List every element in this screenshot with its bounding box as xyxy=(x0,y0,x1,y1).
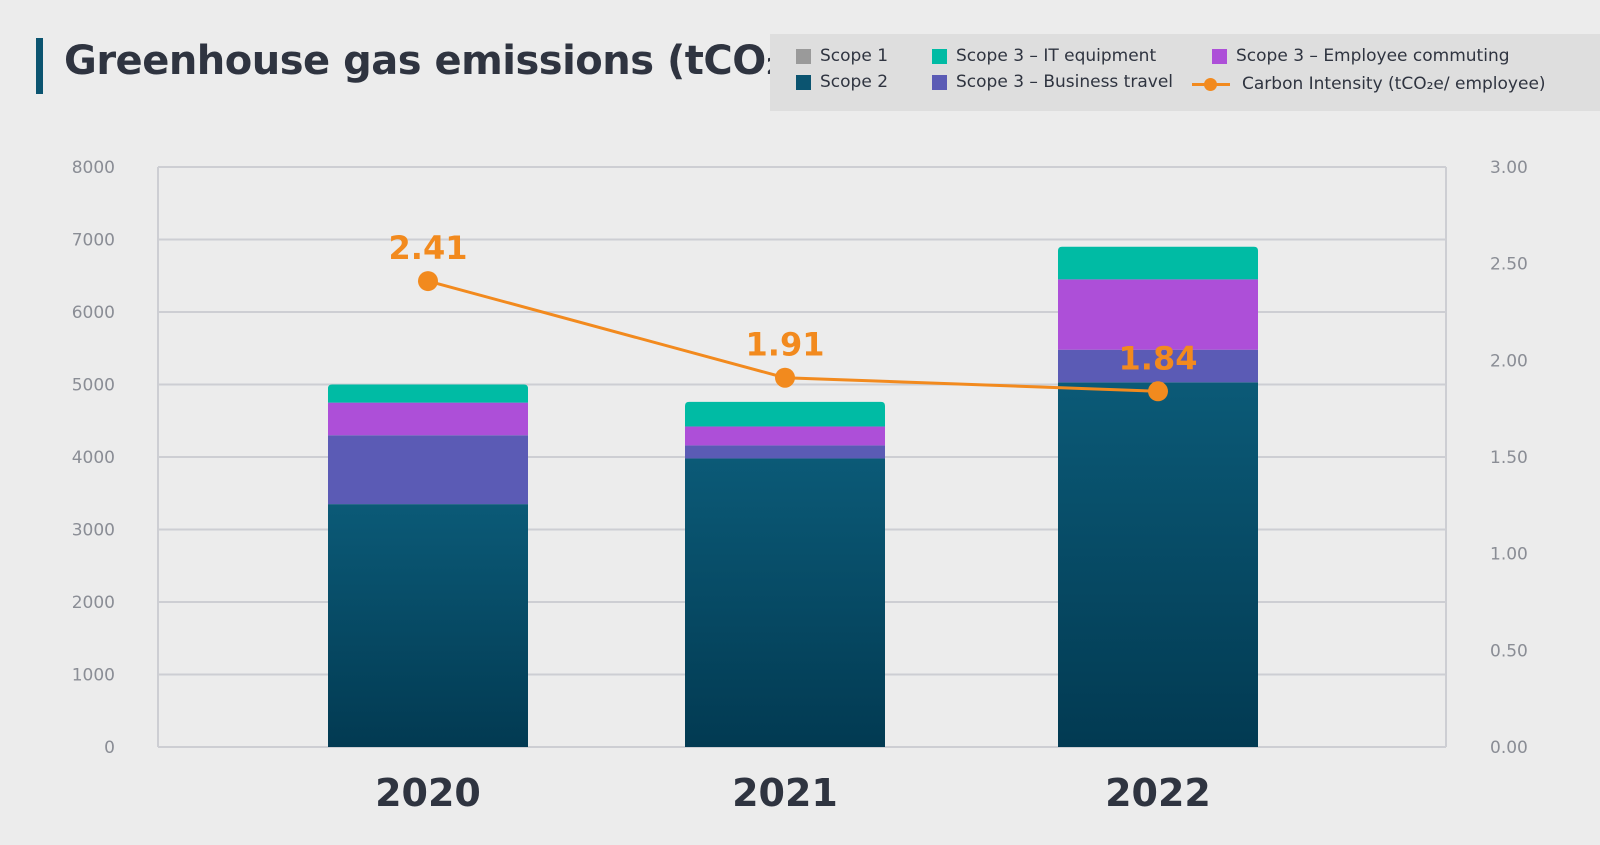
legend-swatch-scope1 xyxy=(796,48,811,64)
y-left-tick-5000: 5000 xyxy=(72,376,115,396)
bar-2022-scope-3-employee-commuting xyxy=(1058,279,1258,350)
legend-label-scope1: Scope 1 xyxy=(820,46,889,66)
legend-item-business-travel[interactable]: Scope 3 – Business travel xyxy=(932,72,1173,92)
y-right-tick-1.00: 1.00 xyxy=(1490,545,1528,565)
legend-line-marker-icon xyxy=(1192,77,1230,92)
legend-label-employee-commuting: Scope 3 – Employee commuting xyxy=(1236,46,1510,66)
legend-item-scope1[interactable]: Scope 1 xyxy=(796,46,888,66)
carbon-intensity-point-2022 xyxy=(1148,381,1168,402)
legend-item-it-equipment[interactable]: Scope 3 – IT equipment xyxy=(932,46,1156,66)
legend-item-employee-commuting[interactable]: Scope 3 – Employee commuting xyxy=(1212,46,1510,66)
y-right-tick-1.50: 1.50 xyxy=(1490,448,1528,468)
y-left-tick-0: 0 xyxy=(104,738,115,758)
y-left-tick-3000: 3000 xyxy=(72,521,115,541)
y-left-tick-7000: 7000 xyxy=(72,231,115,251)
bar-2021-scope-3-employee-commuting xyxy=(685,426,885,446)
y-right-tick-2.50: 2.50 xyxy=(1490,255,1528,275)
x-tick-2021: 2021 xyxy=(732,771,838,815)
legend-label-carbon-intensity: Carbon Intensity (tCO₂e/ employee) xyxy=(1242,74,1546,94)
carbon-intensity-point-2020 xyxy=(418,271,438,292)
legend-label-it-equipment: Scope 3 – IT equipment xyxy=(956,46,1157,66)
y-left-tick-4000: 4000 xyxy=(72,448,115,468)
bar-2022-scope-3-it-equipment xyxy=(1058,246,1258,280)
bar-2022-scope-3-business-travel xyxy=(1058,349,1258,383)
bar-2022-scope-2 xyxy=(1058,382,1258,747)
carbon-intensity-label-2020: 2.41 xyxy=(389,229,468,267)
legend-swatch-it-equipment xyxy=(932,48,947,64)
bar-2020-scope-3-business-travel xyxy=(328,435,528,505)
y-right-tick-3.00: 3.00 xyxy=(1490,158,1528,178)
x-tick-2022: 2022 xyxy=(1105,771,1211,815)
title-accent-bar xyxy=(36,38,43,94)
carbon-intensity-label-2021: 1.91 xyxy=(746,326,825,364)
legend: Scope 1 Scope 2 Scope 3 – IT equipment S… xyxy=(770,34,1600,111)
y-right-tick-0.00: 0.00 xyxy=(1490,738,1528,758)
legend-swatch-business-travel xyxy=(932,74,947,90)
legend-item-scope2[interactable]: Scope 2 xyxy=(796,72,888,92)
carbon-intensity-point-2021 xyxy=(775,367,795,388)
y-left-tick-1000: 1000 xyxy=(72,666,115,686)
bar-2021-scope-2 xyxy=(685,458,885,747)
y-left-tick-8000: 8000 xyxy=(72,158,115,178)
carbon-intensity-label-2022: 1.84 xyxy=(1119,339,1198,377)
legend-swatch-scope2 xyxy=(796,74,811,90)
bar-2021-scope-3-business-travel xyxy=(685,445,885,459)
x-tick-2020: 2020 xyxy=(375,771,481,815)
bar-2021-scope-3-it-equipment xyxy=(685,401,885,427)
y-right-tick-0.50: 0.50 xyxy=(1490,641,1528,661)
bar-2020-scope-2 xyxy=(328,504,528,747)
legend-item-carbon-intensity[interactable]: Carbon Intensity (tCO₂e/ employee) xyxy=(1192,74,1546,94)
y-left-tick-6000: 6000 xyxy=(72,303,115,323)
legend-swatch-employee-commuting xyxy=(1212,48,1227,64)
y-right-tick-2.00: 2.00 xyxy=(1490,351,1528,371)
bar-2020-scope-3-employee-commuting xyxy=(328,402,528,436)
chart-title: Greenhouse gas emissions (tCO₂e) xyxy=(64,38,828,84)
legend-label-scope2: Scope 2 xyxy=(820,72,889,92)
legend-label-business-travel: Scope 3 – Business travel xyxy=(956,72,1173,92)
y-left-tick-2000: 2000 xyxy=(72,593,115,613)
bar-2020-scope-3-it-equipment xyxy=(328,384,528,403)
